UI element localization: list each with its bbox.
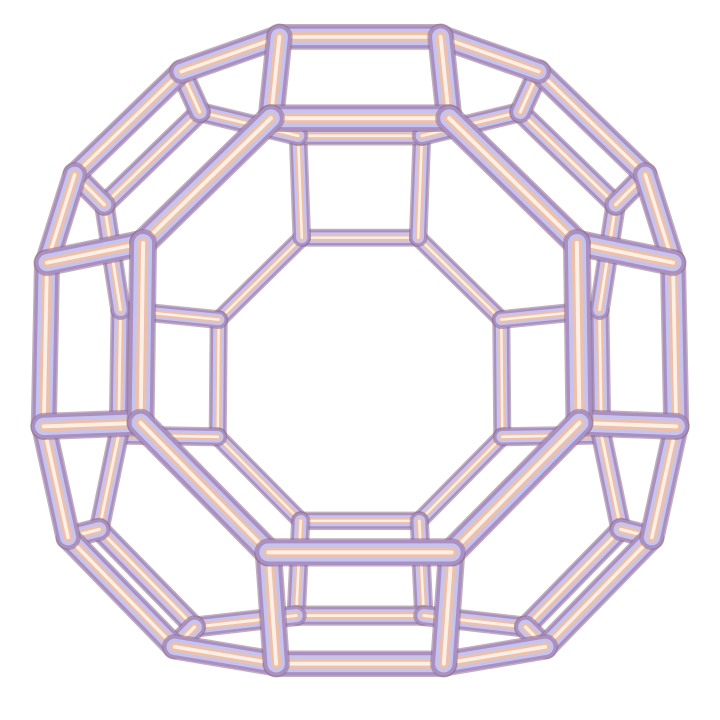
tube-edge [639, 413, 689, 551]
tube-edge [288, 126, 312, 247]
tube-edge [565, 409, 690, 440]
tube-edge [208, 310, 228, 446]
wireframe-front-edges [30, 23, 690, 678]
tube-edge [126, 408, 283, 567]
tube-edge [430, 633, 559, 677]
tube-edge [509, 101, 627, 216]
tube-edge [88, 518, 206, 639]
tube-edge [492, 310, 512, 446]
tube-edge [161, 633, 290, 677]
tube-edge [409, 511, 434, 626]
tube-edge [62, 59, 194, 187]
tube-edge [168, 24, 292, 84]
tube-edge [430, 538, 466, 678]
tube-edge [409, 228, 511, 329]
tube-edge [30, 409, 155, 440]
tube-edge [526, 59, 658, 187]
tube-edge [30, 249, 61, 440]
tube-edge [410, 427, 512, 530]
tube-edge [563, 229, 687, 277]
tube-edge [254, 538, 290, 678]
tube-edge [208, 427, 310, 530]
tube-edge [408, 126, 432, 247]
tube-edge [514, 518, 632, 639]
tube-edge [55, 525, 187, 660]
tube-edge [209, 228, 311, 329]
tube-edge [659, 249, 690, 440]
wireframe-back-edges [63, 60, 657, 639]
tube-edge [126, 229, 158, 437]
tube-edge [428, 24, 552, 84]
tube-edge [93, 101, 211, 216]
tube-edge [562, 229, 594, 437]
tube-edge [590, 424, 632, 540]
tube-edge [532, 525, 665, 660]
tube-edge [286, 511, 311, 626]
tube-edge [435, 104, 591, 257]
tube-edge [129, 104, 285, 257]
tube-edge [33, 229, 157, 277]
tube-edge [88, 424, 130, 540]
tube-edge [437, 408, 594, 567]
tube-edge [31, 413, 81, 551]
